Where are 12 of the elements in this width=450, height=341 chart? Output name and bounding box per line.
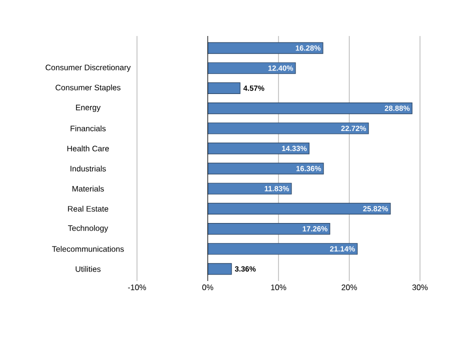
- bar: [207, 82, 240, 94]
- bar: [207, 42, 324, 54]
- bar: [207, 243, 358, 255]
- bar: [207, 102, 412, 114]
- bar: [207, 122, 369, 134]
- bar: [207, 182, 292, 194]
- bar: [207, 263, 232, 275]
- bar: [207, 142, 310, 154]
- bar: [207, 202, 391, 215]
- bar: [207, 62, 296, 74]
- bar: [207, 222, 330, 235]
- bar: [207, 162, 324, 174]
